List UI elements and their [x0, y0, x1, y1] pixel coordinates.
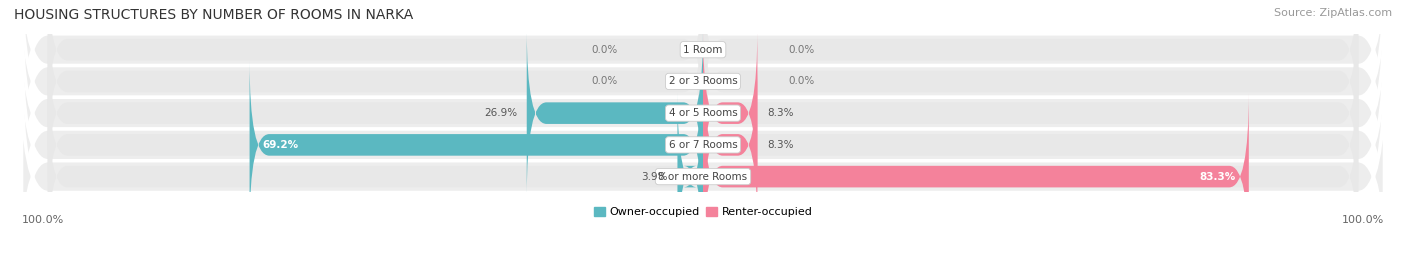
Text: 2 or 3 Rooms: 2 or 3 Rooms [669, 76, 737, 86]
Text: 8.3%: 8.3% [768, 140, 794, 150]
FancyBboxPatch shape [48, 61, 703, 229]
Text: 8 or more Rooms: 8 or more Rooms [658, 172, 748, 182]
Text: 100.0%: 100.0% [1343, 215, 1385, 225]
Text: 100.0%: 100.0% [21, 215, 63, 225]
FancyBboxPatch shape [250, 61, 703, 229]
Text: 69.2%: 69.2% [263, 140, 299, 150]
Text: 1 Room: 1 Room [683, 45, 723, 55]
FancyBboxPatch shape [21, 34, 1385, 256]
Legend: Owner-occupied, Renter-occupied: Owner-occupied, Renter-occupied [589, 203, 817, 222]
FancyBboxPatch shape [703, 61, 1358, 229]
Text: HOUSING STRUCTURES BY NUMBER OF ROOMS IN NARKA: HOUSING STRUCTURES BY NUMBER OF ROOMS IN… [14, 8, 413, 22]
FancyBboxPatch shape [21, 2, 1385, 224]
FancyBboxPatch shape [703, 61, 758, 229]
FancyBboxPatch shape [703, 29, 1358, 197]
FancyBboxPatch shape [48, 92, 703, 261]
Text: 83.3%: 83.3% [1199, 172, 1236, 182]
FancyBboxPatch shape [48, 29, 703, 197]
FancyBboxPatch shape [48, 0, 703, 166]
FancyBboxPatch shape [527, 29, 703, 197]
Text: 26.9%: 26.9% [484, 108, 517, 118]
FancyBboxPatch shape [703, 0, 1358, 134]
FancyBboxPatch shape [48, 0, 703, 134]
Text: 0.0%: 0.0% [592, 45, 617, 55]
FancyBboxPatch shape [703, 92, 1358, 261]
Text: 3.9%: 3.9% [641, 172, 668, 182]
Text: 0.0%: 0.0% [789, 76, 814, 86]
Text: 6 or 7 Rooms: 6 or 7 Rooms [669, 140, 737, 150]
FancyBboxPatch shape [703, 0, 1358, 166]
FancyBboxPatch shape [21, 0, 1385, 161]
FancyBboxPatch shape [21, 66, 1385, 269]
FancyBboxPatch shape [21, 0, 1385, 192]
Text: Source: ZipAtlas.com: Source: ZipAtlas.com [1274, 8, 1392, 18]
Text: 8.3%: 8.3% [768, 108, 794, 118]
Text: 0.0%: 0.0% [592, 76, 617, 86]
Text: 4 or 5 Rooms: 4 or 5 Rooms [669, 108, 737, 118]
Text: 0.0%: 0.0% [789, 45, 814, 55]
FancyBboxPatch shape [703, 92, 1249, 261]
FancyBboxPatch shape [703, 29, 758, 197]
FancyBboxPatch shape [678, 92, 703, 261]
